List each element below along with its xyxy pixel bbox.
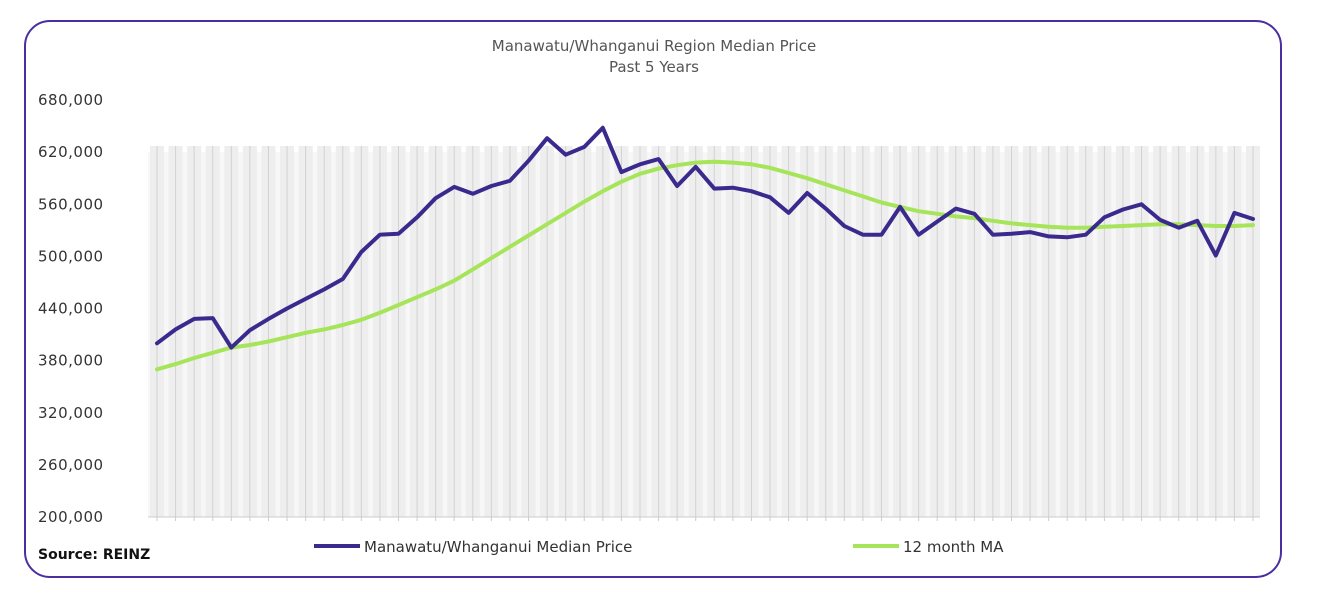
y-tick-label: 680,000: [38, 91, 104, 109]
legend-label-12-month-ma: 12 month MA: [903, 538, 1004, 556]
plot-background: [148, 152, 1260, 517]
y-tick-label: 320,000: [38, 404, 104, 422]
chart-title: Manawatu/Whanganui Region Median Price: [492, 37, 816, 55]
y-tick-label: 200,000: [38, 508, 104, 526]
x-axis-ticks: [156, 517, 1254, 521]
y-tick-label: 500,000: [38, 247, 104, 265]
chart-subtitle: Past 5 Years: [609, 58, 699, 76]
series-line-12-month-ma: [155, 159, 1255, 372]
y-tick-label: 440,000: [38, 300, 104, 318]
y-tick-label: 260,000: [38, 456, 104, 474]
y-axis-tick-labels: 680,000 620,000 560,000 500,000 440,000 380,0…: [38, 91, 104, 526]
y-tick-label: 620,000: [38, 143, 104, 161]
vertical-grid-bars: [150, 146, 1260, 517]
source-label: Source: REINZ: [38, 547, 150, 563]
legend-label-median-price: Manawatu/Whanganui Median Price: [364, 538, 632, 556]
series-line-median-price: [155, 125, 1255, 350]
y-tick-label: 380,000: [38, 352, 104, 370]
series-lines: [155, 125, 1255, 372]
y-tick-label: 560,000: [38, 195, 104, 213]
